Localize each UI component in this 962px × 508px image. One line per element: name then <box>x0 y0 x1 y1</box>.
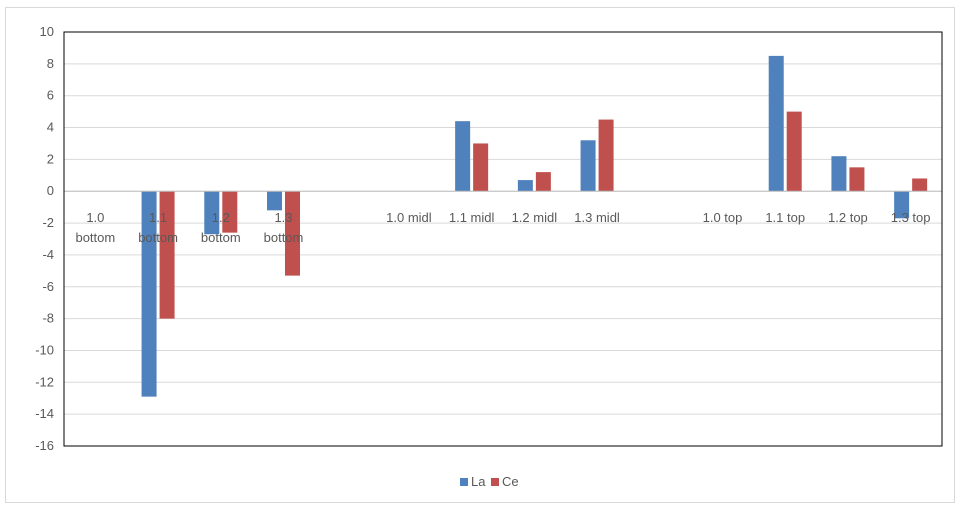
category-label: 1.2 <box>212 210 230 225</box>
bar-la <box>894 191 910 219</box>
bar-la <box>455 121 471 192</box>
y-tick-label: 6 <box>47 88 54 103</box>
bar-ce <box>222 191 238 233</box>
category-label: 1.3 top <box>891 210 931 225</box>
axes <box>63 31 943 447</box>
category-label: 1.0 top <box>703 210 743 225</box>
category-label: bottom <box>201 230 241 245</box>
category-label: 1.1 midl <box>449 210 495 225</box>
category-label: 1.1 <box>149 210 167 225</box>
bar-la <box>580 140 596 192</box>
bar-ce <box>159 191 175 319</box>
y-tick-label: -2 <box>42 215 54 230</box>
bar-ce <box>285 191 300 276</box>
y-tick-label: 4 <box>47 120 54 135</box>
bar-la <box>267 191 282 211</box>
y-tick-label: -4 <box>42 247 54 262</box>
category-label: 1.3 <box>274 210 292 225</box>
legend-swatch-ce <box>491 478 499 486</box>
category-label: 1.2 top <box>828 210 868 225</box>
bar-ce <box>786 111 802 192</box>
category-label: bottom <box>264 230 304 245</box>
legend-swatch-la <box>460 478 468 486</box>
y-tick-labels: 10 8 6 4 2 0 -2 -4 -6 -8 -10 -12 -14 -16 <box>35 24 54 453</box>
bar-la <box>204 191 220 235</box>
y-tick-label: -6 <box>42 279 54 294</box>
y-tick-label: 8 <box>47 56 54 71</box>
y-tick-label: 10 <box>40 24 54 39</box>
y-tick-label: -16 <box>35 438 54 453</box>
category-label: bottom <box>75 230 115 245</box>
y-tick-label: 0 <box>47 183 54 198</box>
category-labels: 1.0 bottom 1.1 bottom 1.2 bottom 1.3 bottom 1.0 … <box>75 210 930 245</box>
bars <box>141 55 928 397</box>
category-label: 1.2 midl <box>512 210 558 225</box>
bar-ce <box>849 167 865 192</box>
bar-la <box>768 55 784 192</box>
category-label: bottom <box>138 230 178 245</box>
category-label: 1.0 <box>86 210 104 225</box>
category-label: 1.1 top <box>765 210 805 225</box>
bar-ce <box>912 178 928 192</box>
bar-ce <box>598 119 614 192</box>
category-label: 1.0 midl <box>386 210 432 225</box>
bar-ce <box>473 143 489 192</box>
category-label: 1.3 midl <box>574 210 620 225</box>
y-tick-label: -8 <box>42 311 54 326</box>
plot-area-border <box>63 31 943 447</box>
bar-la <box>831 156 847 192</box>
bar-la <box>141 191 157 397</box>
legend-label-ce: Ce <box>502 474 519 489</box>
y-tick-label: -10 <box>35 342 54 357</box>
legend-label-la: La <box>471 474 486 489</box>
gridlines <box>64 31 942 447</box>
bar-ce <box>535 172 551 192</box>
y-tick-label: -12 <box>35 374 54 389</box>
legend: La Ce <box>460 474 519 489</box>
y-tick-label: -14 <box>35 406 54 421</box>
bar-la <box>517 180 533 192</box>
y-tick-label: 2 <box>47 151 54 166</box>
